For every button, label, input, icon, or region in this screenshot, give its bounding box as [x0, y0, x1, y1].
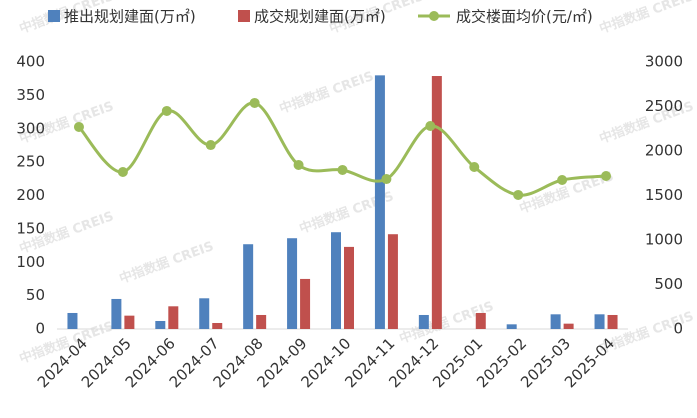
bar [475, 312, 486, 329]
bar [256, 314, 267, 329]
point [293, 159, 304, 170]
y-tick-label: 350 [16, 86, 45, 104]
y2-tick-label: 3000 [645, 53, 683, 71]
y2-tick-label: 500 [654, 275, 683, 293]
y-tick-label: 0 [35, 320, 45, 338]
legend-label: 推出规划建面(万㎡) [64, 8, 196, 26]
bar [168, 306, 179, 329]
bar [607, 314, 618, 329]
bar [331, 232, 341, 329]
point [249, 97, 260, 108]
legend-label: 成交楼面均价(元/㎡) [456, 8, 593, 26]
y-tick-label: 250 [16, 153, 45, 171]
legend-marker [238, 10, 250, 22]
bar [563, 323, 574, 329]
bar [374, 75, 385, 329]
point [381, 174, 392, 185]
y-tick-label: 100 [16, 253, 45, 271]
point [117, 167, 128, 178]
point [337, 164, 348, 175]
point [73, 121, 84, 132]
y-tick-label: 200 [16, 186, 45, 204]
y2-tick-label: 0 [673, 320, 683, 338]
line [77, 101, 607, 197]
point [601, 171, 612, 182]
bar [550, 314, 561, 329]
point [469, 162, 480, 173]
y2-tick-label: 2500 [645, 97, 683, 115]
bar [212, 322, 223, 329]
bar [199, 298, 210, 329]
y-tick-label: 50 [26, 286, 45, 304]
bar [155, 320, 166, 329]
bar [287, 238, 298, 329]
watermark: 中指数据 CREIS [117, 238, 216, 287]
bar [431, 76, 442, 329]
bar [506, 324, 517, 329]
y2-tick-label: 1000 [645, 231, 683, 249]
point [425, 120, 436, 131]
watermark: 中指数据 CREIS [597, 0, 696, 37]
y-tick-label: 150 [16, 219, 45, 237]
point [205, 140, 216, 151]
y-tick-label: 300 [16, 119, 45, 137]
legend-marker [429, 11, 439, 21]
legend-label: 成交规划建面(万㎡) [254, 8, 386, 26]
bar [418, 314, 429, 329]
bar [111, 298, 122, 329]
bar [387, 234, 398, 329]
y-tick-label: 400 [16, 53, 45, 71]
bar [124, 315, 135, 329]
y2-tick-label: 1500 [645, 186, 683, 204]
bar [300, 278, 311, 329]
point [557, 175, 568, 186]
bar [594, 314, 605, 329]
y2-tick-label: 2000 [645, 142, 683, 160]
bar [67, 312, 78, 329]
watermark: 中指数据 CREIS [277, 68, 376, 117]
legend-marker [48, 10, 60, 22]
bar [243, 244, 254, 329]
bar [344, 246, 354, 329]
point [161, 105, 172, 116]
point [513, 189, 524, 200]
